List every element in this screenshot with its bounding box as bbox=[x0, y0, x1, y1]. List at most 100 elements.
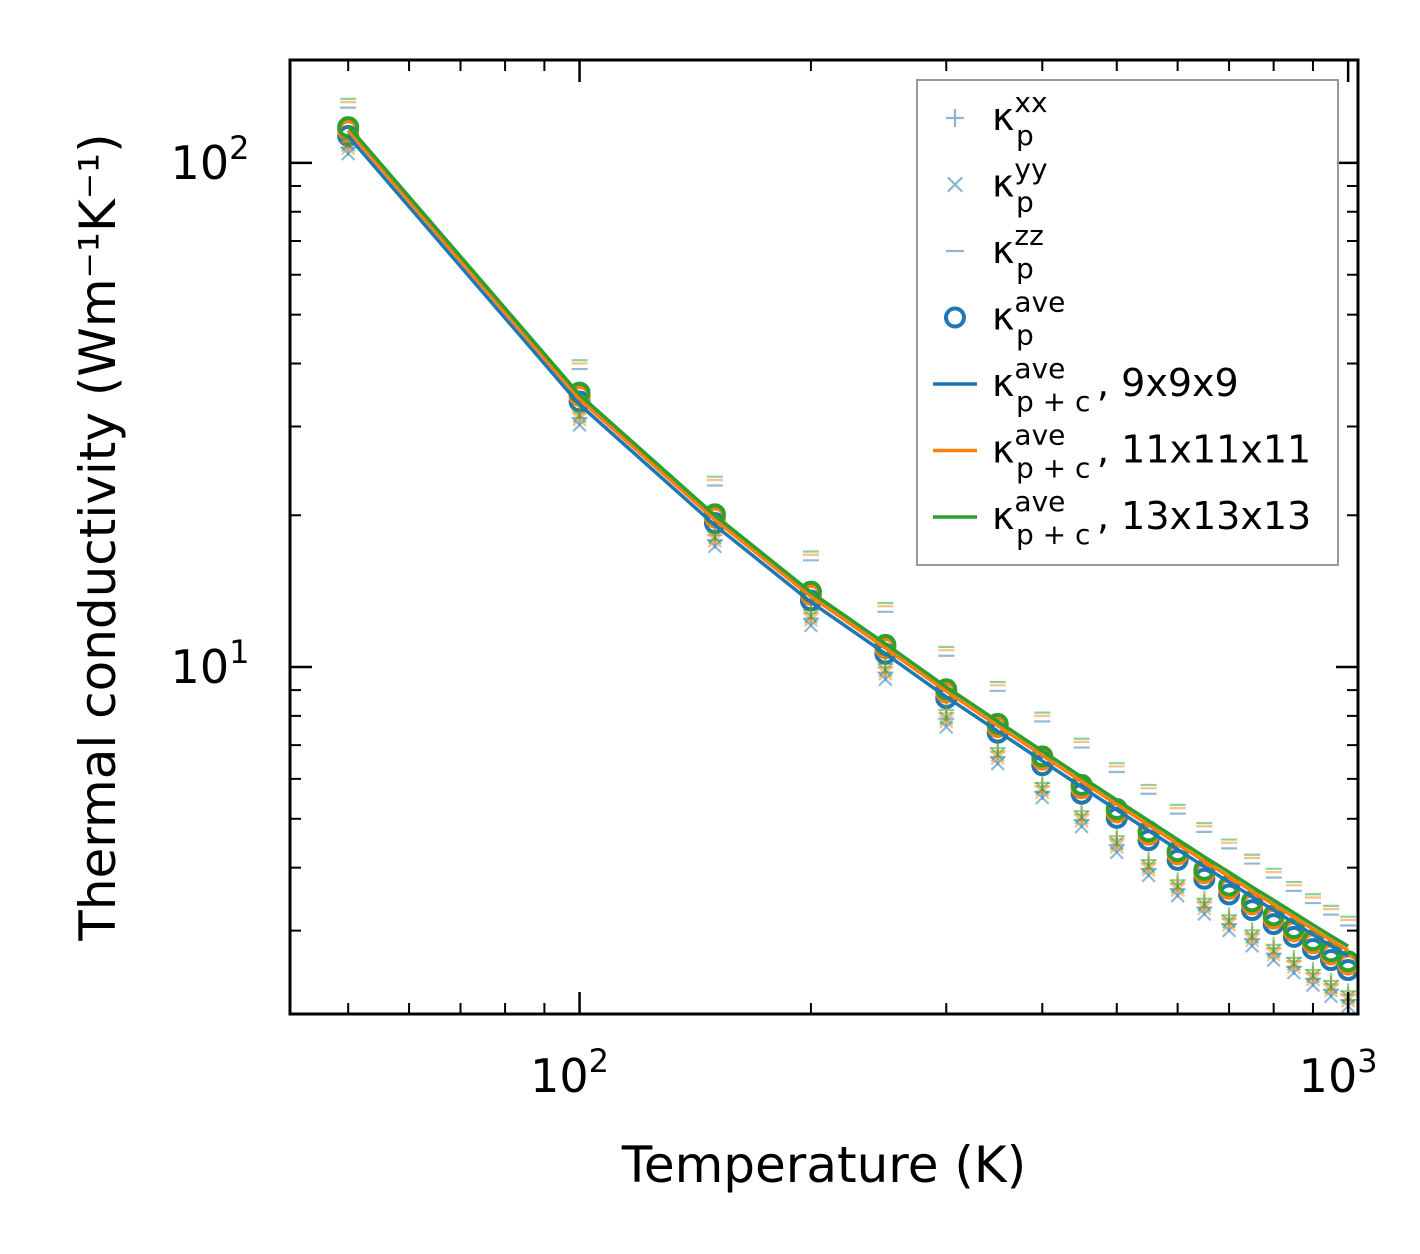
x-tick-label: 103 bbox=[1299, 1042, 1378, 1103]
x-tick-label-base: 10 bbox=[530, 1049, 589, 1103]
legend-superscript: zz bbox=[1014, 219, 1043, 252]
legend-label-6: κave bbox=[992, 485, 1065, 538]
data-point-kyy-13x13x13 bbox=[1035, 781, 1050, 796]
y-axis-label: Thermal conductivity (Wm⁻¹K⁻¹) bbox=[69, 133, 127, 941]
x-axis-label: Temperature (K) bbox=[621, 1136, 1026, 1194]
data-point-kxx-13x13x13-stroke bbox=[802, 601, 819, 618]
legend-superscript: ave bbox=[1014, 286, 1065, 319]
data-point-kyy-13x13x13 bbox=[1197, 898, 1212, 913]
legend-label-5: κave bbox=[992, 419, 1065, 472]
data-point-kyy-11x11x11 bbox=[1323, 983, 1339, 998]
data-point-kyy-11x11x11 bbox=[1305, 972, 1321, 987]
y-tick-label-base: 10 bbox=[171, 640, 230, 694]
x-tick-label-base: 10 bbox=[1299, 1049, 1358, 1103]
data-point-kyy-11x11x11 bbox=[707, 533, 723, 548]
legend-label-3: κave bbox=[992, 286, 1065, 339]
data-point-kyy-11x11x11-stroke bbox=[990, 750, 1005, 766]
data-point-kyy-13x13x13-stroke bbox=[1170, 879, 1185, 895]
data-point-kyy-13x13x13 bbox=[1141, 859, 1156, 874]
y-tick-label-exponent: 2 bbox=[229, 129, 249, 167]
data-point-kyy-13x13x13 bbox=[707, 530, 723, 545]
legend-marker-0 bbox=[946, 109, 964, 127]
data-point-kyy-13x13x13-stroke bbox=[1244, 929, 1260, 945]
legend-subscript-0: p bbox=[1016, 119, 1034, 152]
data-point-kyy-13x13x13 bbox=[803, 609, 819, 624]
legend-marker-1 bbox=[947, 176, 963, 193]
data-point-kyy-11x11x11-stroke bbox=[803, 612, 819, 628]
data-point-kyy-11x11x11 bbox=[1074, 813, 1089, 829]
legend-label-4: κave bbox=[992, 352, 1065, 405]
legend-label-1: κyy bbox=[992, 153, 1048, 206]
data-point-kyy-11x11x11-stroke bbox=[1074, 813, 1089, 829]
data-point-kyy-11x11x11-stroke bbox=[1221, 917, 1237, 933]
data-point-kyy-13x13x13 bbox=[1109, 836, 1124, 851]
data-point-kyy-11x11x11-stroke bbox=[1197, 901, 1212, 916]
legend-subscript-5: p + c bbox=[1016, 452, 1090, 485]
legend-symbol: κ bbox=[992, 428, 1014, 472]
legend-box bbox=[916, 79, 1339, 566]
data-point-kxx-13x13x13 bbox=[938, 701, 955, 718]
x-tick-label-exponent: 3 bbox=[1357, 1042, 1377, 1080]
data-point-kyy-11x11x11-stroke bbox=[1141, 862, 1156, 878]
data-point-kyy-13x13x13-stroke bbox=[1197, 898, 1212, 913]
data-point-kyy-13x13x13 bbox=[1266, 944, 1281, 959]
data-point-kyy-11x11x11-stroke bbox=[341, 140, 356, 156]
data-point-kyy-11x11x11 bbox=[1109, 839, 1124, 854]
data-point-kyy-13x13x13-stroke bbox=[1074, 810, 1089, 825]
data-point-kyy-11x11x11-stroke bbox=[1286, 959, 1302, 975]
data-point-kyy-11x11x11-stroke bbox=[939, 714, 954, 729]
data-point-kyy-13x13x13 bbox=[1323, 980, 1339, 995]
data-point-kyy-11x11x11-stroke bbox=[1035, 784, 1050, 800]
legend-marker-3-ring bbox=[944, 306, 966, 329]
data-point-kyy-13x13x13-stroke bbox=[939, 710, 954, 726]
data-point-kyy-11x11x11 bbox=[1244, 933, 1260, 948]
data-point-kyy-13x13x13-stroke bbox=[1109, 836, 1124, 851]
data-point-kyy-11x11x11-stroke bbox=[1170, 882, 1185, 898]
series-line-13x13x13 bbox=[346, 124, 1349, 948]
data-point-kyy-13x13x13-stroke bbox=[878, 663, 893, 678]
legend-symbol: κ bbox=[992, 162, 1014, 206]
data-point-kyy-11x11x11-stroke bbox=[1323, 983, 1339, 998]
legend-subscript-3: p bbox=[1016, 319, 1034, 352]
y-tick-label-exponent: 1 bbox=[229, 633, 249, 671]
legend-subscript-4: p + c bbox=[1016, 385, 1090, 418]
data-point-kyy-13x13x13 bbox=[1074, 810, 1089, 825]
data-point-kyy-11x11x11 bbox=[572, 412, 587, 427]
data-point-kxx-13x13x13-stroke bbox=[1108, 828, 1125, 845]
data-point-kyy-13x13x13 bbox=[990, 747, 1005, 762]
data-point-kyy-13x13x13 bbox=[1221, 914, 1237, 929]
x-tick-label: 102 bbox=[530, 1042, 609, 1103]
data-point-kyy-11x11x11 bbox=[1197, 901, 1212, 916]
series-line-9x9x9 bbox=[346, 134, 1349, 958]
data-point-kyy-13x13x13 bbox=[1305, 969, 1321, 984]
data-point-kyy-13x13x13-stroke bbox=[1266, 944, 1281, 959]
data-point-kyy-13x13x13-stroke bbox=[1323, 980, 1339, 995]
y-tick-label: 101 bbox=[171, 633, 250, 694]
data-point-kyy-13x13x13-stroke bbox=[572, 408, 587, 424]
legend-superscript: ave bbox=[1014, 419, 1065, 452]
legend-subscript-2: p bbox=[1016, 252, 1034, 285]
legend-superscript: ave bbox=[1014, 352, 1065, 385]
data-point-kyy-13x13x13-stroke bbox=[1221, 914, 1237, 929]
data-point-kyy-13x13x13 bbox=[1170, 879, 1185, 895]
data-point-kyy-11x11x11 bbox=[803, 612, 819, 628]
data-point-kyy-11x11x11 bbox=[1286, 959, 1302, 975]
legend-symbol: κ bbox=[992, 228, 1014, 272]
data-point-kyy-11x11x11-stroke bbox=[572, 412, 587, 427]
plot-area bbox=[337, 97, 1360, 1014]
data-point-kxx-13x13x13 bbox=[802, 601, 819, 618]
plot-frame bbox=[288, 58, 1360, 1016]
data-point-kyy-13x13x13-stroke bbox=[990, 747, 1005, 762]
data-point-kyy-11x11x11-stroke bbox=[1305, 972, 1321, 987]
data-point-kyy-11x11x11 bbox=[341, 140, 356, 156]
data-point-kyy-11x11x11-stroke bbox=[707, 533, 723, 548]
legend-superscript: ave bbox=[1014, 485, 1065, 518]
data-point-kyy-13x13x13-stroke bbox=[1286, 956, 1302, 971]
y-tick-label-base: 10 bbox=[171, 136, 230, 190]
data-point-kyy-13x13x13 bbox=[939, 710, 954, 726]
data-point-kyy-13x13x13-stroke bbox=[803, 609, 819, 624]
legend-subscript-6: p + c bbox=[1016, 518, 1090, 551]
x-tick-label-exponent: 2 bbox=[589, 1042, 609, 1080]
